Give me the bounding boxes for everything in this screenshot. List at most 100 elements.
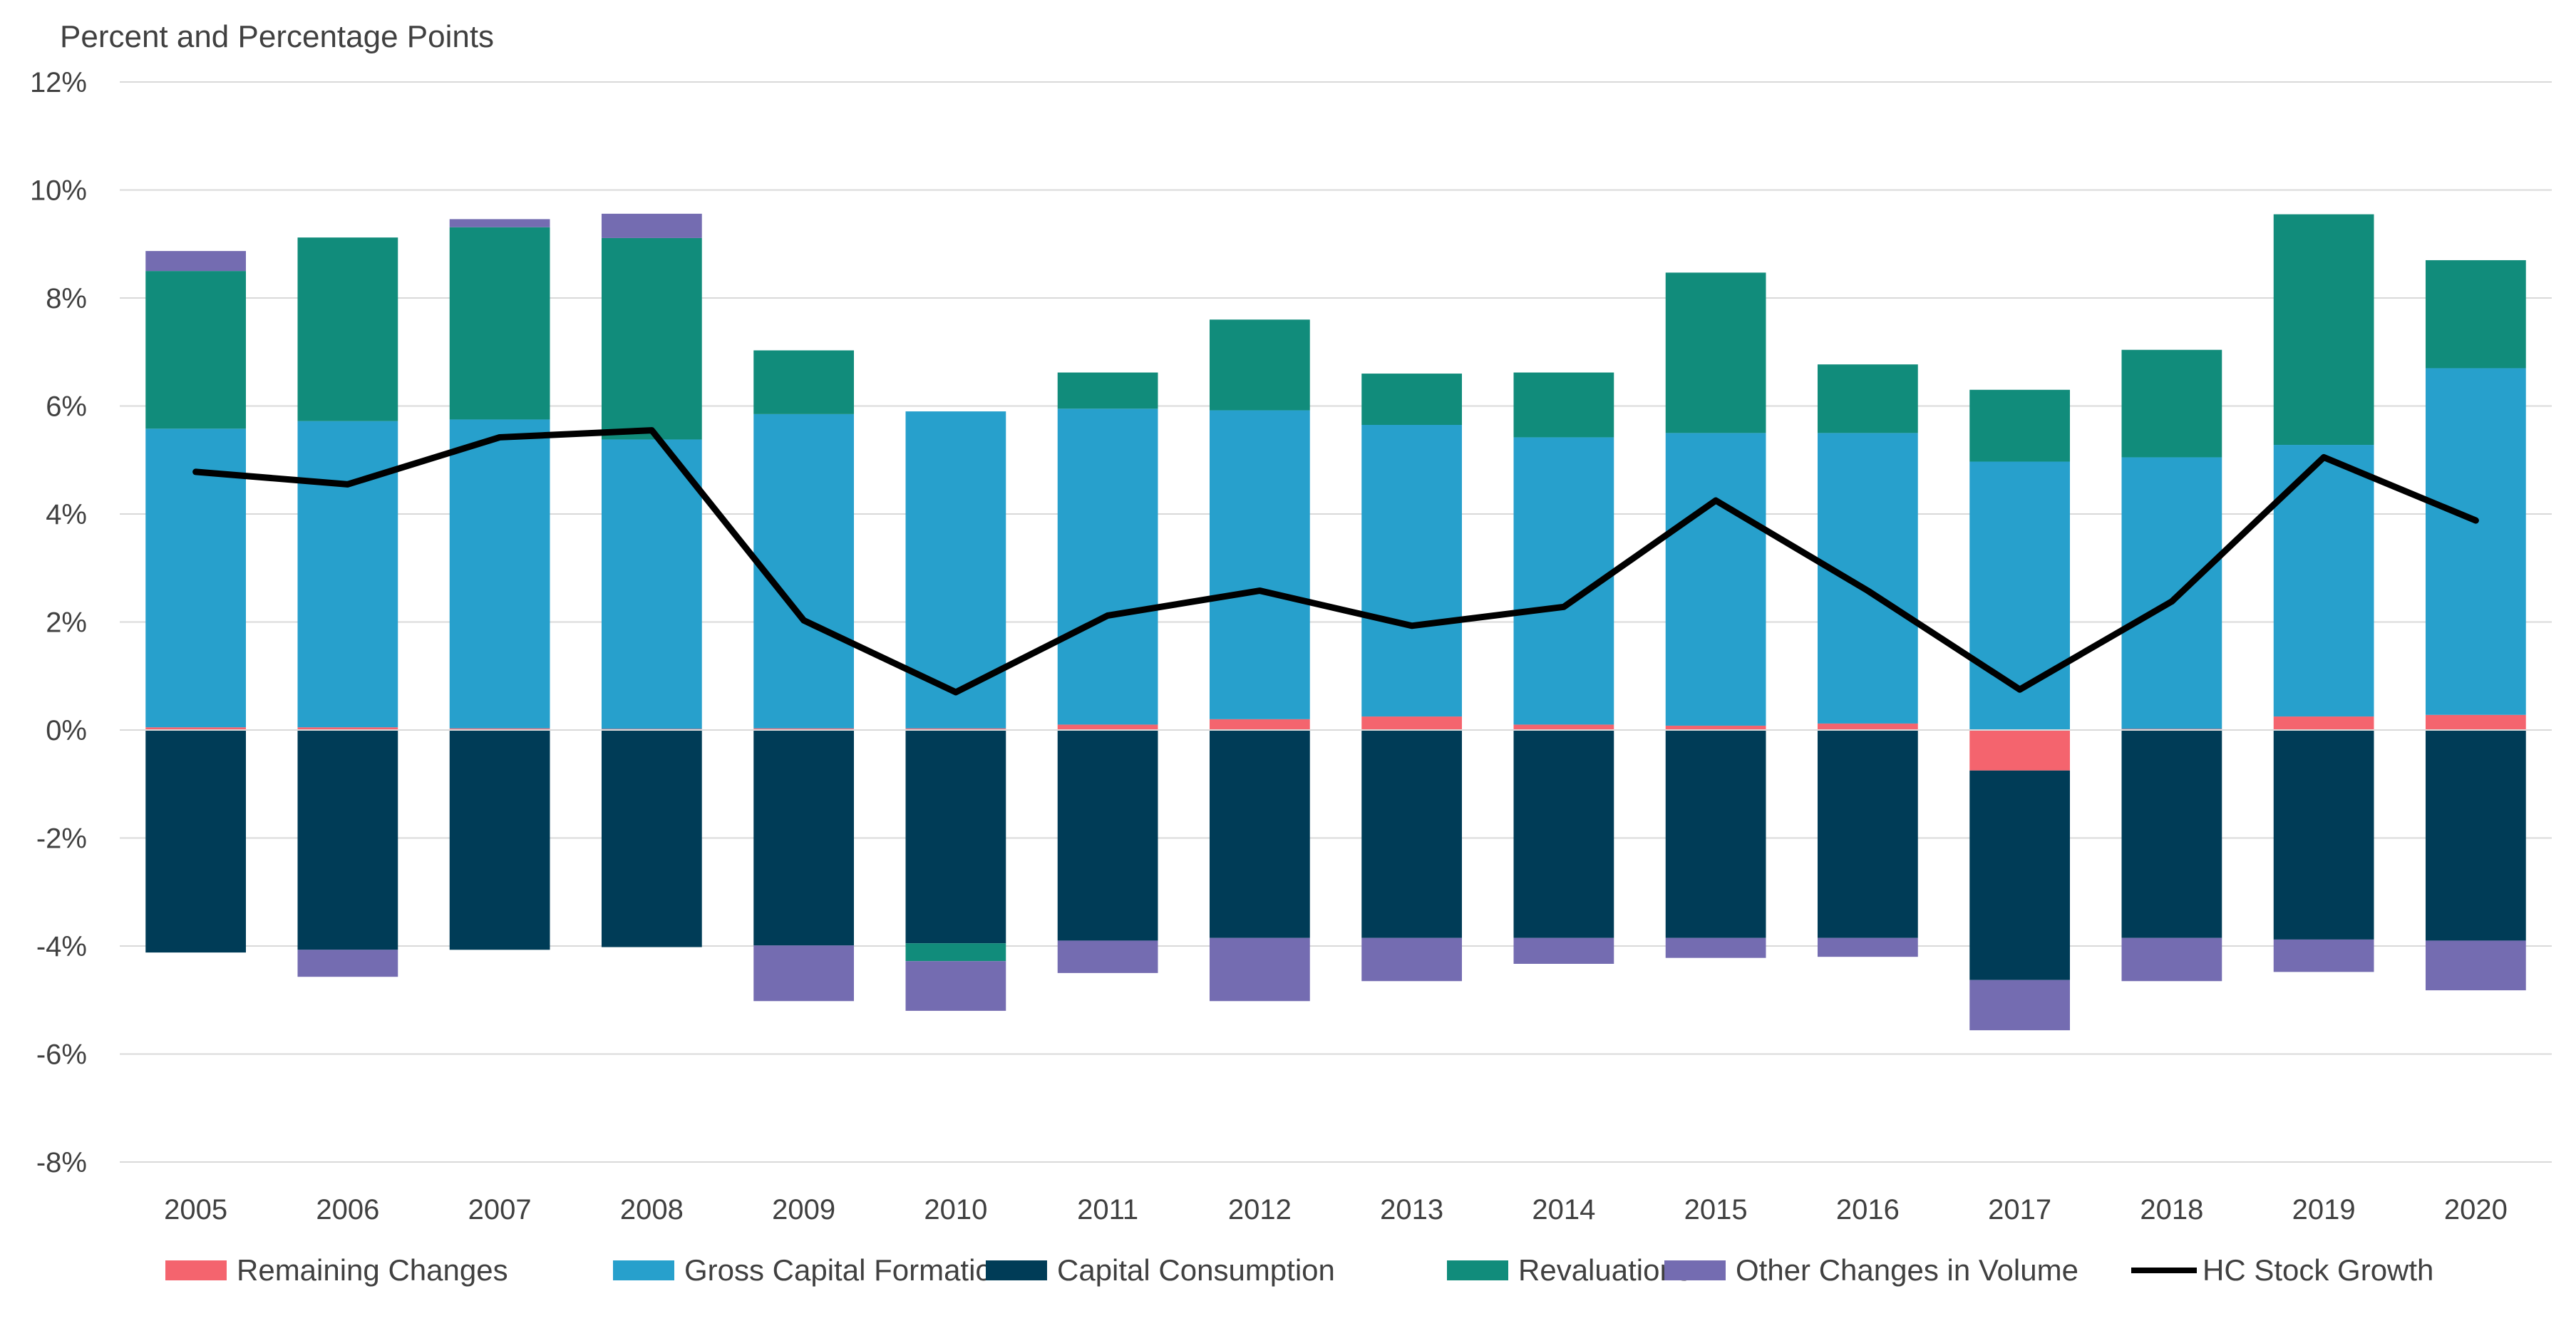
bar-capital-consumption-2017 <box>1969 770 2070 980</box>
bar-gross-capital-formation-2015 <box>1665 433 1766 726</box>
y-tick-label: 2% <box>46 607 87 639</box>
x-tick-label: 2010 <box>924 1194 987 1225</box>
x-tick-label: 2014 <box>1532 1194 1595 1225</box>
x-tick-label: 2020 <box>2444 1194 2508 1225</box>
bar-gross-capital-formation-2013 <box>1361 425 1462 717</box>
x-tick-label: 2007 <box>468 1194 532 1225</box>
legend-label-other-changes-in-volume: Other Changes in Volume <box>1736 1253 2078 1287</box>
bar-capital-consumption-2009 <box>753 730 854 946</box>
bar-other-changes-in-volume-2008 <box>602 213 702 238</box>
bar-remaining-changes-2013 <box>1361 716 1462 730</box>
x-tick-label: 2016 <box>1836 1194 1900 1225</box>
bar-other-changes-in-volume-2015 <box>1665 937 1766 958</box>
bar-capital-consumption-2016 <box>1818 730 1918 938</box>
bar-other-changes-in-volume-2013 <box>1361 937 1462 982</box>
x-tick-label: 2009 <box>772 1194 835 1225</box>
bar-remaining-changes-2009 <box>753 728 854 730</box>
bar-remaining-changes-2011 <box>1057 724 1158 730</box>
bar-remaining-changes-2017 <box>1969 730 2070 771</box>
bar-gross-capital-formation-2006 <box>297 421 398 728</box>
bar-remaining-changes-2006 <box>297 727 398 730</box>
bar-capital-consumption-2013 <box>1361 730 1462 938</box>
bar-remaining-changes-2014 <box>1513 724 1614 730</box>
x-tick-label: 2013 <box>1380 1194 1443 1225</box>
bar-capital-consumption-2006 <box>297 730 398 950</box>
bar-gross-capital-formation-2020 <box>2426 368 2526 715</box>
bar-capital-consumption-2008 <box>602 730 702 947</box>
bars <box>145 213 2526 1031</box>
bar-revaluations-2018 <box>2121 349 2222 458</box>
y-tick-label: -8% <box>36 1147 87 1178</box>
legend-label-capital-consumption: Capital Consumption <box>1057 1253 1335 1287</box>
bar-other-changes-in-volume-2018 <box>2121 937 2222 982</box>
bar-revaluations-2017 <box>1969 389 2070 462</box>
bar-revaluations-2005 <box>145 271 246 429</box>
legend: Remaining Changes Gross Capital Formation… <box>165 1253 2433 1287</box>
bar-other-changes-in-volume-2017 <box>1969 980 2070 1031</box>
x-tick-label: 2005 <box>164 1194 227 1225</box>
bar-capital-consumption-2014 <box>1513 730 1614 938</box>
y-tick-label: 6% <box>46 391 87 423</box>
bar-gross-capital-formation-2008 <box>602 439 702 729</box>
bar-capital-consumption-2015 <box>1665 730 1766 938</box>
x-tick-label: 2019 <box>2292 1194 2356 1225</box>
bar-other-changes-in-volume-2020 <box>2426 940 2526 991</box>
bar-gross-capital-formation-2011 <box>1057 408 1158 725</box>
x-tick-label: 2012 <box>1228 1194 1292 1225</box>
legend-label-gross-capital-formation: Gross Capital Formation <box>684 1253 1009 1287</box>
bar-other-changes-in-volume-2009 <box>753 945 854 1002</box>
x-tick-label: 2008 <box>620 1194 684 1225</box>
bar-revaluations-2020 <box>2426 259 2526 369</box>
bar-revaluations-2014 <box>1513 372 1614 438</box>
bar-remaining-changes-2010 <box>905 728 1006 730</box>
bar-remaining-changes-2016 <box>1818 723 1918 730</box>
bar-capital-consumption-2010 <box>905 730 1006 944</box>
bar-revaluations-2019 <box>2273 214 2374 446</box>
bar-gross-capital-formation-2007 <box>449 419 550 729</box>
bar-capital-consumption-2007 <box>449 730 550 950</box>
legend-label-remaining-changes: Remaining Changes <box>237 1253 508 1287</box>
y-tick-label: 12% <box>30 67 87 98</box>
legend-label-revaluations: Revaluations <box>1518 1253 1691 1287</box>
bar-other-changes-in-volume-2016 <box>1818 937 1918 957</box>
line-hc-stock-growth <box>192 427 2479 696</box>
legend-swatch-capital-consumption <box>986 1260 1047 1280</box>
bar-revaluations-2009 <box>753 350 854 414</box>
legend-swatch-other-changes-in-volume <box>1664 1260 1726 1280</box>
bar-other-changes-in-volume-2019 <box>2273 939 2374 972</box>
y-tick-label: 10% <box>30 175 87 207</box>
legend-swatch-remaining-changes <box>165 1260 227 1280</box>
bar-capital-consumption-2012 <box>1210 730 1310 938</box>
bar-other-changes-in-volume-2011 <box>1057 940 1158 973</box>
bar-gross-capital-formation-2017 <box>1969 461 2070 730</box>
y-tick-label: -4% <box>36 931 87 962</box>
bar-remaining-changes-2005 <box>145 727 246 730</box>
line-series <box>192 427 2479 696</box>
bar-revaluations-2011 <box>1057 372 1158 409</box>
x-tick-label: 2018 <box>2140 1194 2203 1225</box>
bar-revaluations-2006 <box>297 237 398 421</box>
bar-revaluations-2012 <box>1210 319 1310 411</box>
bar-gross-capital-formation-2016 <box>1818 433 1918 724</box>
x-tick-label: 2006 <box>316 1194 379 1225</box>
y-tick-label: 0% <box>46 715 87 746</box>
bar-revaluations-2015 <box>1665 272 1766 433</box>
bar-revaluations-2013 <box>1361 374 1462 426</box>
bar-capital-consumption-2011 <box>1057 730 1158 941</box>
bar-gross-capital-formation-2019 <box>2273 445 2374 717</box>
bar-capital-consumption-2005 <box>145 730 246 953</box>
bar-other-changes-in-volume-2012 <box>1210 937 1310 1002</box>
bar-other-changes-in-volume-2007 <box>449 219 550 227</box>
y-tick-label: -6% <box>36 1039 87 1071</box>
bar-revaluations-2008 <box>602 237 702 440</box>
x-tick-label: 2015 <box>1684 1194 1748 1225</box>
bar-other-changes-in-volume-2005 <box>145 251 246 272</box>
bar-remaining-changes-2007 <box>449 728 550 730</box>
bar-remaining-changes-2020 <box>2426 714 2526 730</box>
bar-gross-capital-formation-2005 <box>145 428 246 728</box>
bar-remaining-changes-2012 <box>1210 719 1310 730</box>
y-tick-label: 8% <box>46 283 87 314</box>
legend-label-hc-stock-growth: HC Stock Growth <box>2203 1253 2433 1287</box>
